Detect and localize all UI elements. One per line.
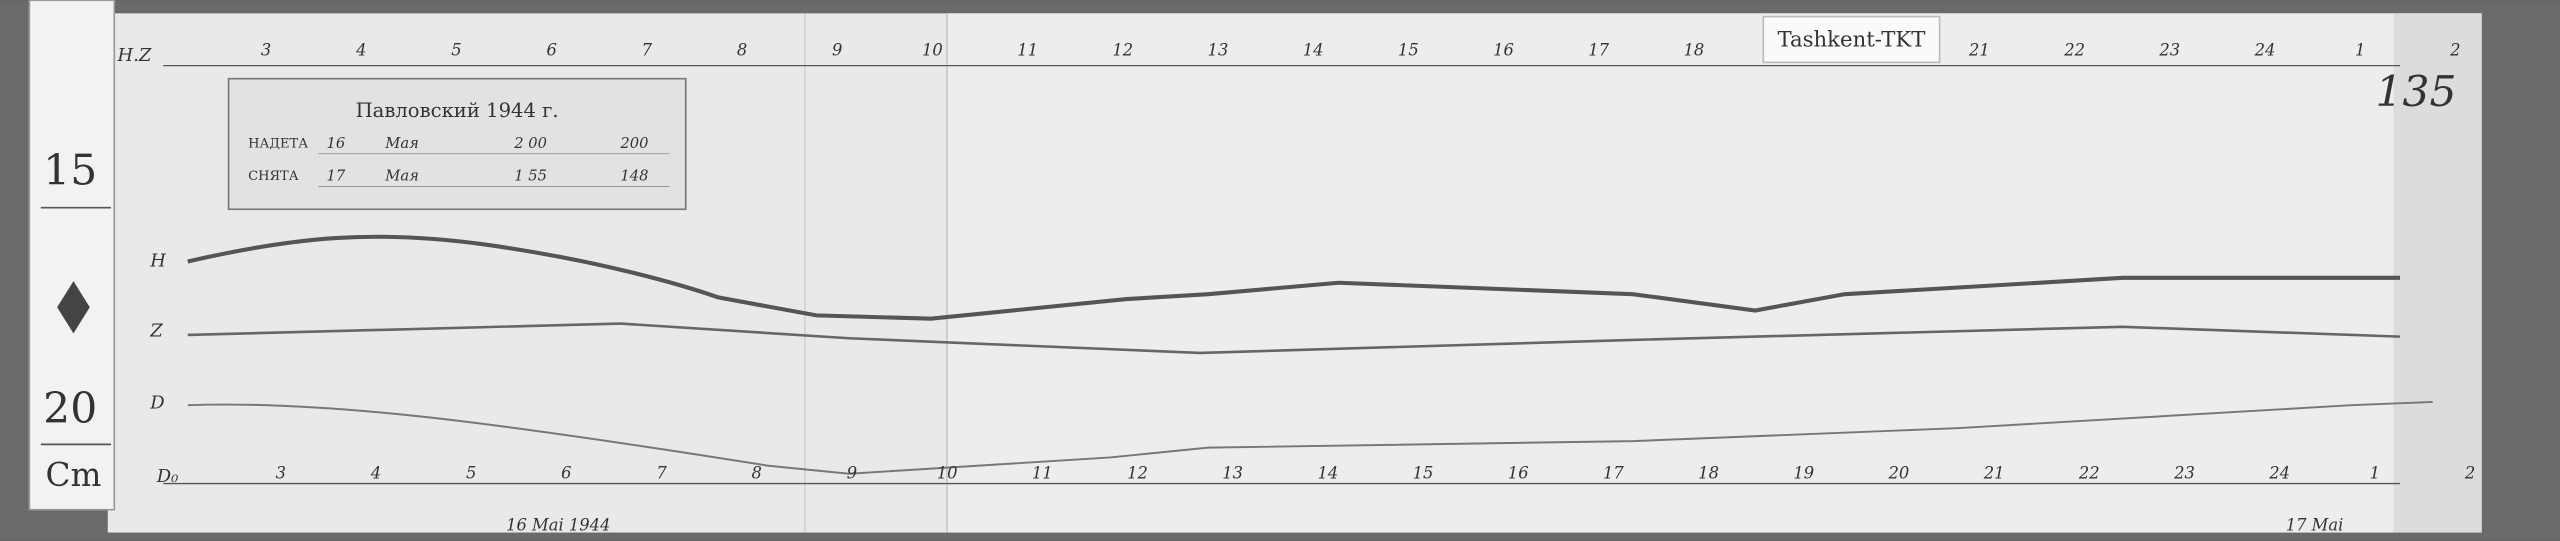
hour-label-top: 4 (355, 40, 366, 59)
stamp-field-label: НАДЕТА (248, 136, 308, 151)
hour-label-bottom: 7 (656, 463, 667, 482)
hour-label-top: 1 (2355, 40, 2365, 59)
hour-label-top: 16 (1493, 40, 1514, 59)
trace-label: Z (149, 321, 163, 342)
hour-label-bottom: 20 (1888, 463, 1910, 482)
hour-label-bottom: 19 (1793, 463, 1814, 482)
stamp-field-value: 2 00 (513, 135, 547, 152)
stamp-field-value: 200 (619, 135, 648, 152)
hour-label-top: 22 (2063, 40, 2085, 59)
stamp (227, 77, 687, 211)
start-date: 16 Mai 1944 (506, 516, 610, 535)
hour-label-bottom: 22 (2078, 463, 2100, 482)
hour-label-top: 24 (2254, 40, 2276, 59)
station-tag-text: Tashkent-TKT (1777, 28, 1925, 53)
stamp-field-value: 1 55 (514, 168, 547, 185)
hour-label-bottom: 5 (466, 463, 476, 482)
end-date: 17 Mai (2286, 516, 2344, 535)
paper-edge (2393, 13, 2482, 533)
station-tag (1762, 15, 1941, 64)
stamp-field-value: Мая (384, 135, 419, 152)
hour-label-bottom: 9 (847, 463, 857, 482)
hour-label-bottom: 21 (1983, 463, 2005, 482)
stamp-title: Павловский 1944 г. (356, 99, 559, 122)
hour-label-top: 12 (1112, 40, 1133, 59)
hour-label-top: 7 (642, 40, 653, 59)
hour-label-bottom: 4 (370, 463, 381, 482)
hour-label-bottom: 15 (1413, 463, 1434, 482)
hour-label-bottom: 11 (1032, 463, 1053, 482)
hour-label-bottom: 3 (276, 463, 286, 482)
hour-label-bottom: 10 (937, 463, 958, 482)
stamp-field-value: 17 (327, 168, 346, 185)
hour-label-bottom: 1 (2370, 463, 2380, 482)
trace-label: D₀ (156, 466, 179, 487)
hour-label-top: 9 (832, 40, 842, 59)
hour-label-top: 14 (1303, 40, 1324, 59)
stamp-field-value: 148 (620, 168, 648, 185)
hour-label-bottom: 12 (1127, 463, 1148, 482)
hour-label-top: 11 (1017, 40, 1038, 59)
ruler (28, 0, 116, 511)
hour-label-bottom: 8 (752, 463, 762, 482)
hour-label-bottom: 6 (561, 463, 571, 482)
trace-z (187, 322, 2401, 355)
hour-label-top: 8 (737, 40, 747, 59)
trace-label: D (149, 393, 164, 414)
trace-d (187, 400, 2433, 475)
trace-h (187, 234, 2400, 321)
hour-label-bottom: 13 (1222, 463, 1243, 482)
hour-label-top: 10 (922, 40, 943, 59)
hour-label-bottom: 18 (1698, 463, 1719, 482)
hour-label-top: 2 (2449, 40, 2460, 59)
ruler-label: 20 (43, 385, 97, 434)
hour-label-top: 18 (1683, 40, 1704, 59)
hour-label-top: 21 (1968, 40, 1990, 59)
hour-label-bottom: 16 (1508, 463, 1529, 482)
stamp-field-label: СНЯТА (248, 169, 299, 184)
ruler-marker (57, 281, 90, 334)
hour-label-top: 15 (1398, 40, 1419, 59)
hour-label-top: 3 (261, 40, 271, 59)
hour-label-bottom: 17 (1603, 463, 1624, 482)
hour-label-bottom: 14 (1317, 463, 1338, 482)
trace-label: H (149, 251, 166, 272)
ruler-label: 15 (43, 146, 97, 195)
paper-right (946, 13, 2482, 533)
stamp-field-value: Мая (384, 168, 419, 185)
hour-label-bottom: 2 (2464, 463, 2475, 482)
ruler-unit: Cm (46, 456, 102, 494)
hour-label-top: 23 (2158, 40, 2180, 59)
hour-label-bottom: 23 (2173, 463, 2195, 482)
hour-label-bottom: 24 (2268, 463, 2290, 482)
hour-label-top: 17 (1588, 40, 1609, 59)
stamp-field-value: 16 (327, 135, 346, 152)
corner-note: 135 (2376, 68, 2457, 117)
hour-label-top: 6 (546, 40, 556, 59)
hour-label-top: 13 (1208, 40, 1229, 59)
axis-label: H.Z (117, 45, 152, 66)
hour-label-top: 5 (451, 40, 461, 59)
